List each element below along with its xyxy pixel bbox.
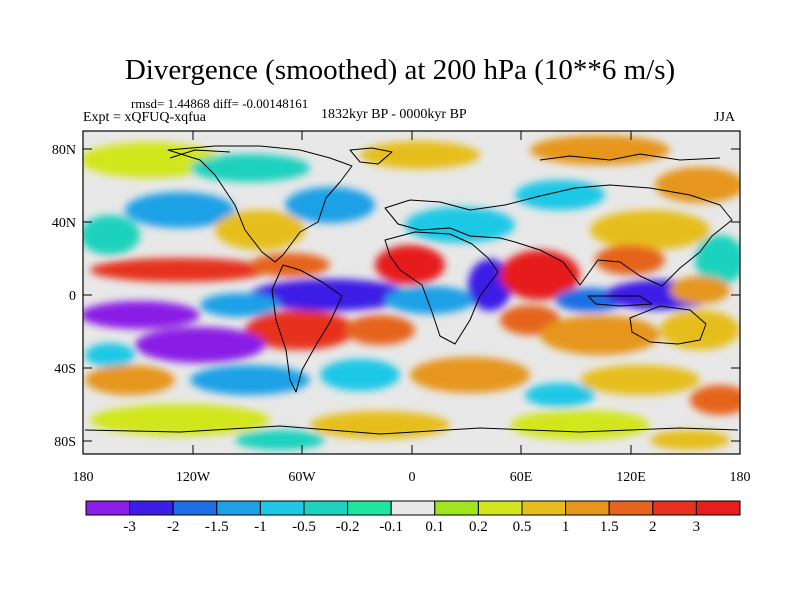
colorbar-box — [172, 500, 218, 516]
experiment-label: Expt = xQFUQ-xqfua — [83, 110, 206, 125]
colorbar-label: 2 — [649, 519, 657, 535]
colorbar-box — [85, 500, 131, 516]
colorbar-box — [521, 500, 567, 516]
divergence-field — [83, 131, 740, 454]
map-frame — [82, 130, 741, 455]
lon-label-180e: 180 — [730, 470, 751, 485]
lon-label-180w: 180 — [73, 470, 94, 485]
colorbar-label: 0.2 — [469, 519, 488, 535]
colorbar-box — [434, 500, 479, 516]
colorbar-label: -1 — [254, 519, 267, 535]
map-title: Divergence (smoothed) at 200 hPa (10**6 … — [124, 54, 676, 86]
colorbar-label: -0.1 — [379, 519, 404, 535]
colorbar-box — [477, 500, 523, 516]
colorbar-box — [695, 500, 741, 516]
colorbar-label: -0.2 — [335, 519, 360, 535]
lat-label-40n: 40N — [52, 216, 76, 231]
colorbar-box — [129, 500, 174, 516]
colorbar-box — [608, 500, 654, 516]
colorbar-label: 0.5 — [512, 519, 532, 535]
colorbar-box — [216, 500, 261, 516]
colorbar-box — [303, 500, 349, 516]
colorbar-label: -1.5 — [204, 519, 229, 535]
colorbar-box — [565, 500, 610, 516]
rmsd-diff-stats: rmsd= 1.44868 diff= -0.00148161 — [131, 96, 309, 111]
lat-ticks — [83, 148, 740, 442]
lon-label-120w: 120W — [176, 470, 211, 485]
colorbar-label: -3 — [123, 519, 136, 535]
colorbar-label: 1.5 — [599, 519, 619, 535]
season-label: JJA — [714, 110, 736, 125]
colorbar — [85, 500, 741, 516]
lon-ticks — [192, 131, 632, 454]
colorbar-label: -0.5 — [292, 519, 316, 535]
colorbar-box — [390, 500, 436, 516]
colorbar-label: 3 — [692, 519, 701, 535]
colorbar-label: -2 — [166, 519, 180, 535]
colorbar-box — [259, 500, 305, 516]
lon-label-0: 0 — [409, 470, 416, 485]
colorbar-label: 1 — [561, 519, 570, 535]
colorbar-box — [347, 500, 392, 516]
lat-label-40s: 40S — [54, 362, 76, 377]
lon-label-120e: 120E — [616, 470, 646, 485]
lon-label-60w: 60W — [288, 470, 316, 485]
period-label: 1832kyr BP - 0000kyr BP — [321, 107, 467, 122]
lat-label-eq: 0 — [69, 289, 76, 304]
colorbar-box — [652, 500, 697, 516]
lon-label-60e: 60E — [510, 470, 533, 485]
lat-label-80s: 80S — [54, 435, 76, 450]
coastlines — [84, 145, 739, 435]
colorbar-label: 0.1 — [425, 519, 445, 535]
lat-label-80n: 80N — [52, 143, 76, 158]
